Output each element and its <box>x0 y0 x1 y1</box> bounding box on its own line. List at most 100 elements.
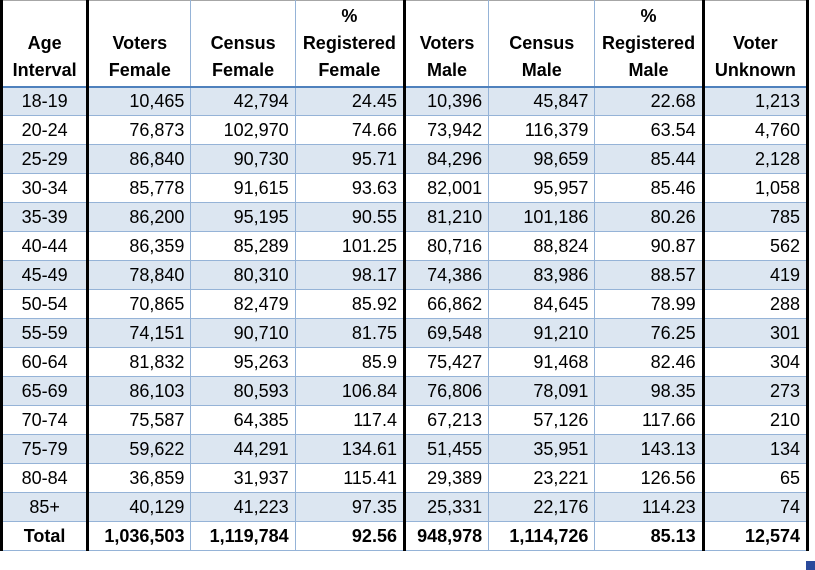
data-cell[interactable]: 76,873 <box>87 115 192 145</box>
data-cell[interactable]: 117.66 <box>594 405 705 435</box>
data-cell[interactable]: 10,396 <box>404 86 490 116</box>
data-cell[interactable]: 301 <box>703 318 808 348</box>
header-cell-voter-unknown[interactable]: Voter Unknown <box>703 0 808 88</box>
data-cell[interactable]: 1,114,726 <box>488 521 596 551</box>
data-cell[interactable]: 85,289 <box>190 231 296 261</box>
header-cell-pct-registered-male[interactable]: % Registered Male <box>594 0 705 88</box>
data-cell[interactable]: 24.45 <box>295 86 406 116</box>
data-cell[interactable]: 210 <box>703 405 808 435</box>
data-cell[interactable]: 29,389 <box>404 463 490 493</box>
data-cell[interactable]: 91,210 <box>488 318 596 348</box>
data-cell[interactable]: 85.13 <box>594 521 705 551</box>
data-cell[interactable]: 82.46 <box>594 347 705 377</box>
data-cell[interactable]: 81,210 <box>404 202 490 232</box>
data-cell[interactable]: 10,465 <box>87 86 192 116</box>
selection-fill-handle[interactable] <box>805 560 815 570</box>
data-cell[interactable]: 67,213 <box>404 405 490 435</box>
data-cell[interactable]: 80,593 <box>190 376 296 406</box>
data-cell[interactable]: 51,455 <box>404 434 490 464</box>
header-cell-pct-registered-female[interactable]: % Registered Female <box>295 0 406 88</box>
data-cell[interactable]: 95,195 <box>190 202 296 232</box>
data-cell[interactable]: 74 <box>703 492 808 522</box>
data-cell[interactable]: 92.56 <box>295 521 406 551</box>
data-cell[interactable]: 23,221 <box>488 463 596 493</box>
data-cell[interactable]: 81,832 <box>87 347 192 377</box>
data-cell[interactable]: 70,865 <box>87 289 192 319</box>
data-cell[interactable]: 117.4 <box>295 405 406 435</box>
data-cell[interactable]: 78,091 <box>488 376 596 406</box>
data-cell[interactable]: 86,200 <box>87 202 192 232</box>
header-cell-census-female[interactable]: Census Female <box>190 0 296 88</box>
data-cell[interactable]: 81.75 <box>295 318 406 348</box>
data-cell[interactable]: 115.41 <box>295 463 406 493</box>
data-cell[interactable]: 134 <box>703 434 808 464</box>
row-label-cell[interactable]: 45-49 <box>1 260 90 290</box>
data-cell[interactable]: 273 <box>703 376 808 406</box>
data-cell[interactable]: 82,001 <box>404 173 490 203</box>
data-cell[interactable]: 31,937 <box>190 463 296 493</box>
data-cell[interactable]: 1,213 <box>703 86 808 116</box>
data-cell[interactable]: 82,479 <box>190 289 296 319</box>
data-cell[interactable]: 98.17 <box>295 260 406 290</box>
data-cell[interactable]: 44,291 <box>190 434 296 464</box>
data-cell[interactable]: 86,840 <box>87 144 192 174</box>
data-cell[interactable]: 12,574 <box>703 521 808 551</box>
data-cell[interactable]: 75,427 <box>404 347 490 377</box>
data-cell[interactable]: 59,622 <box>87 434 192 464</box>
row-label-cell[interactable]: Total <box>1 521 90 551</box>
data-cell[interactable]: 74,151 <box>87 318 192 348</box>
data-cell[interactable]: 75,587 <box>87 405 192 435</box>
data-cell[interactable]: 97.35 <box>295 492 406 522</box>
row-label-cell[interactable]: 55-59 <box>1 318 90 348</box>
data-cell[interactable]: 98.35 <box>594 376 705 406</box>
data-cell[interactable]: 95.71 <box>295 144 406 174</box>
data-cell[interactable]: 35,951 <box>488 434 596 464</box>
data-cell[interactable]: 93.63 <box>295 173 406 203</box>
data-cell[interactable]: 65 <box>703 463 808 493</box>
data-cell[interactable]: 76.25 <box>594 318 705 348</box>
data-cell[interactable]: 80,716 <box>404 231 490 261</box>
data-cell[interactable]: 74,386 <box>404 260 490 290</box>
data-cell[interactable]: 73,942 <box>404 115 490 145</box>
data-cell[interactable]: 85.9 <box>295 347 406 377</box>
data-cell[interactable]: 85,778 <box>87 173 192 203</box>
data-cell[interactable]: 66,862 <box>404 289 490 319</box>
row-label-cell[interactable]: 80-84 <box>1 463 90 493</box>
data-cell[interactable]: 84,296 <box>404 144 490 174</box>
data-cell[interactable]: 83,986 <box>488 260 596 290</box>
row-label-cell[interactable]: 25-29 <box>1 144 90 174</box>
data-cell[interactable]: 76,806 <box>404 376 490 406</box>
data-cell[interactable]: 63.54 <box>594 115 705 145</box>
data-cell[interactable]: 74.66 <box>295 115 406 145</box>
row-label-cell[interactable]: 40-44 <box>1 231 90 261</box>
data-cell[interactable]: 64,385 <box>190 405 296 435</box>
data-cell[interactable]: 785 <box>703 202 808 232</box>
data-cell[interactable]: 101.25 <box>295 231 406 261</box>
data-cell[interactable]: 57,126 <box>488 405 596 435</box>
data-cell[interactable]: 85.46 <box>594 173 705 203</box>
data-cell[interactable]: 304 <box>703 347 808 377</box>
data-cell[interactable]: 98,659 <box>488 144 596 174</box>
data-cell[interactable]: 102,970 <box>190 115 296 145</box>
data-cell[interactable]: 419 <box>703 260 808 290</box>
data-cell[interactable]: 88,824 <box>488 231 596 261</box>
data-cell[interactable]: 1,036,503 <box>87 521 192 551</box>
data-cell[interactable]: 95,957 <box>488 173 596 203</box>
data-cell[interactable]: 41,223 <box>190 492 296 522</box>
data-cell[interactable]: 1,058 <box>703 173 808 203</box>
row-label-cell[interactable]: 35-39 <box>1 202 90 232</box>
row-label-cell[interactable]: 60-64 <box>1 347 90 377</box>
data-cell[interactable]: 90,730 <box>190 144 296 174</box>
data-cell[interactable]: 562 <box>703 231 808 261</box>
row-label-cell[interactable]: 30-34 <box>1 173 90 203</box>
data-cell[interactable]: 40,129 <box>87 492 192 522</box>
data-cell[interactable]: 101,186 <box>488 202 596 232</box>
data-cell[interactable]: 1,119,784 <box>190 521 296 551</box>
data-cell[interactable]: 69,548 <box>404 318 490 348</box>
data-cell[interactable]: 78,840 <box>87 260 192 290</box>
data-cell[interactable]: 114.23 <box>594 492 705 522</box>
row-label-cell[interactable]: 85+ <box>1 492 90 522</box>
data-cell[interactable]: 45,847 <box>488 86 596 116</box>
data-cell[interactable]: 126.56 <box>594 463 705 493</box>
data-cell[interactable]: 86,359 <box>87 231 192 261</box>
